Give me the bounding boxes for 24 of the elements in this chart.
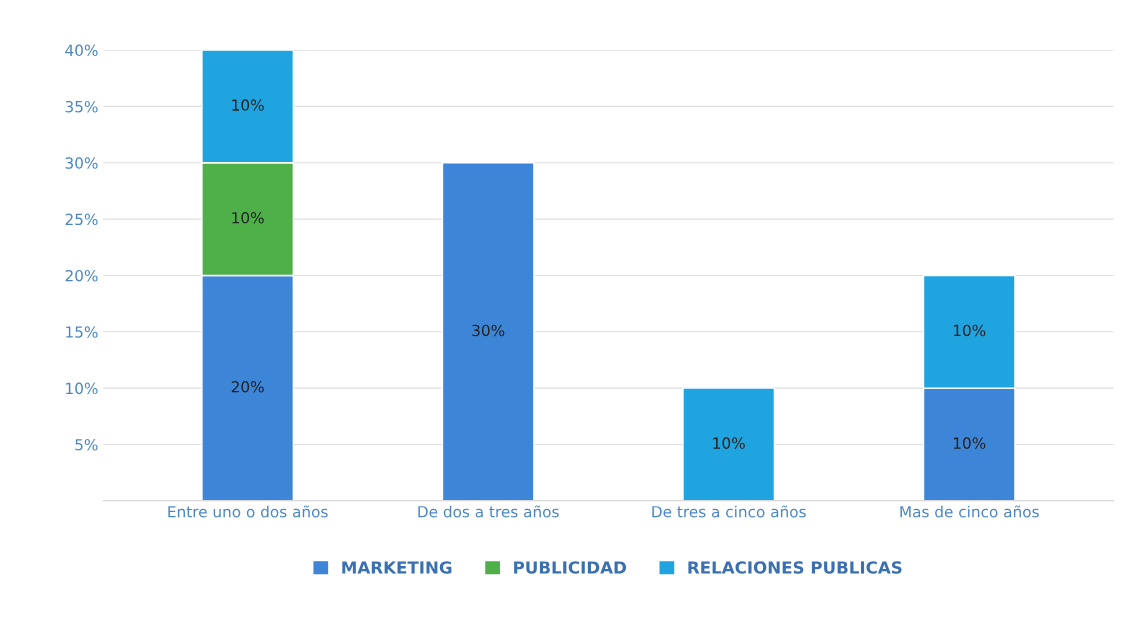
x-tick-label: Entre uno o dos años bbox=[168, 505, 328, 518]
x-tick-label: De dos a tres años bbox=[418, 505, 559, 518]
y-tick-label: 20% bbox=[65, 269, 98, 282]
bar bbox=[441, 162, 535, 502]
data-label: 10% bbox=[953, 324, 986, 337]
data-label: 10% bbox=[232, 99, 264, 111]
data-label: 10% bbox=[953, 437, 986, 449]
x-tick-label: De tres a cinco años bbox=[652, 505, 806, 518]
legend-label: PUBLICIDAD bbox=[514, 561, 626, 574]
y-tick-label: 30% bbox=[65, 157, 98, 169]
y-tick-label: 5% bbox=[75, 438, 98, 451]
data-label: 10% bbox=[232, 211, 264, 224]
data-label: 10% bbox=[713, 437, 745, 449]
y-tick-label: 15% bbox=[66, 326, 98, 338]
y-tick-label: 10% bbox=[66, 382, 98, 395]
data-label: 30% bbox=[472, 324, 505, 337]
y-tick-label: 40% bbox=[65, 44, 98, 57]
legend-label: MARKETING bbox=[342, 561, 452, 574]
y-tick-label: 25% bbox=[65, 213, 98, 226]
bar bbox=[682, 387, 776, 502]
y-tick-label: 35% bbox=[65, 100, 98, 113]
x-tick-label: Mas de cinco años bbox=[900, 505, 1039, 518]
data-label: 20% bbox=[231, 381, 264, 393]
legend-label: RELACIONES PUBLICAS bbox=[688, 561, 902, 574]
